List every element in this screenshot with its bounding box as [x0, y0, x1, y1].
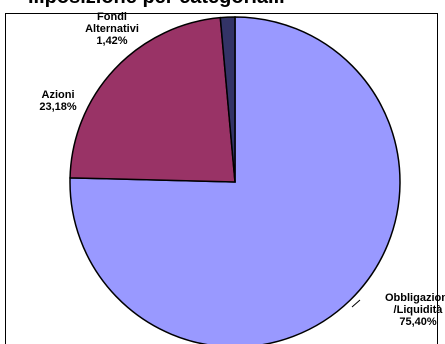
pie-slice-1 [69, 16, 401, 344]
pie-slice-2 [69, 16, 236, 183]
pie-slices [69, 16, 401, 344]
slice-label-2: Azioni 23,18% [39, 89, 77, 113]
leader-lines [351, 299, 361, 308]
leader-line-1 [351, 299, 361, 308]
slice-labels: Obbligazioni/Liquidità 75,40% Azioni 23,18%… [39, 11, 445, 328]
slice-label-1: Obbligazioni/Liquidità 75,40% [385, 292, 445, 328]
slice-label-3: Fondi Alternativi 1,42% [85, 11, 139, 47]
pie-slice-3 [219, 16, 236, 183]
chart-title: ...posizione per categoria... [28, 0, 428, 9]
